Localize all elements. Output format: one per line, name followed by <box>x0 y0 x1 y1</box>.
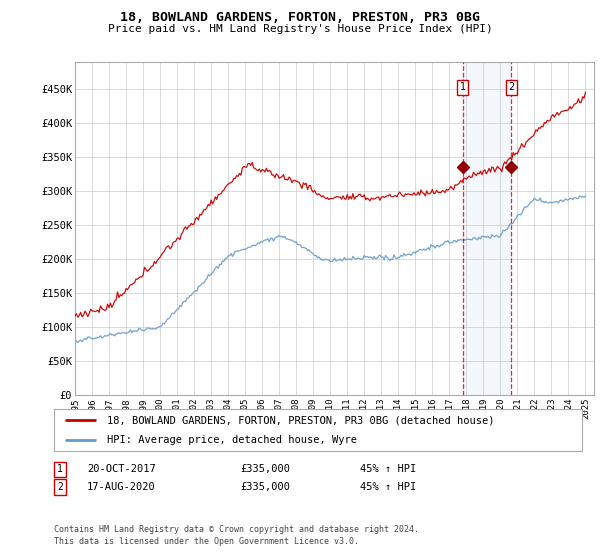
Text: 18, BOWLAND GARDENS, FORTON, PRESTON, PR3 0BG (detached house): 18, BOWLAND GARDENS, FORTON, PRESTON, PR… <box>107 415 494 425</box>
Text: 45% ↑ HPI: 45% ↑ HPI <box>360 464 416 474</box>
Text: Contains HM Land Registry data © Crown copyright and database right 2024.
This d: Contains HM Land Registry data © Crown c… <box>54 525 419 546</box>
Text: 2: 2 <box>57 482 63 492</box>
Text: 1: 1 <box>460 82 466 92</box>
Bar <box>463 62 511 395</box>
Text: 45% ↑ HPI: 45% ↑ HPI <box>360 482 416 492</box>
Text: £335,000: £335,000 <box>240 482 290 492</box>
Text: HPI: Average price, detached house, Wyre: HPI: Average price, detached house, Wyre <box>107 435 357 445</box>
Text: Price paid vs. HM Land Registry's House Price Index (HPI): Price paid vs. HM Land Registry's House … <box>107 24 493 34</box>
Text: 1: 1 <box>57 464 63 474</box>
Text: 17-AUG-2020: 17-AUG-2020 <box>87 482 156 492</box>
Text: 18, BOWLAND GARDENS, FORTON, PRESTON, PR3 0BG: 18, BOWLAND GARDENS, FORTON, PRESTON, PR… <box>120 11 480 24</box>
Text: 20-OCT-2017: 20-OCT-2017 <box>87 464 156 474</box>
Text: 2: 2 <box>508 82 515 92</box>
Text: £335,000: £335,000 <box>240 464 290 474</box>
